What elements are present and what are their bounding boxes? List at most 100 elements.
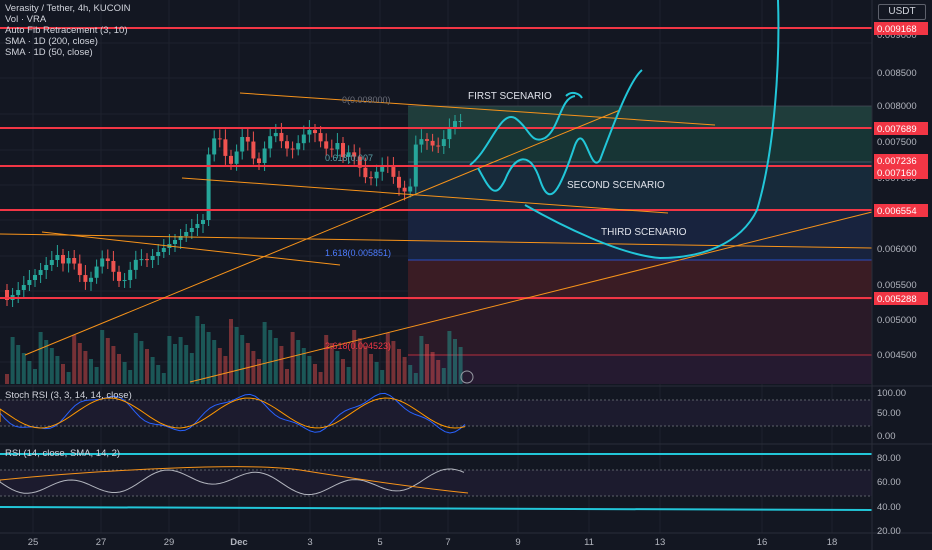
fib-indicator-label[interactable]: Auto Fib Retracement (3, 10) (5, 25, 128, 36)
volume-bar (391, 341, 396, 384)
volume-bar (5, 374, 9, 384)
candle-body (363, 167, 368, 178)
symbol-title[interactable]: Verasity / Tether, 4h, KUCOIN (5, 3, 131, 14)
candle-body (285, 141, 289, 149)
price-badge[interactable] (874, 292, 928, 305)
price-badge-label: 0.007160 (877, 168, 917, 179)
volume-bar (156, 365, 161, 384)
price-badge[interactable] (874, 166, 928, 179)
volume-bar (458, 347, 463, 384)
candle-body (324, 141, 329, 149)
volume-bar (145, 349, 149, 384)
first-scenario-path (469, 95, 576, 166)
candle-body (307, 130, 312, 135)
volume-bar (223, 356, 228, 384)
candle-body (122, 280, 127, 282)
candle-body (173, 240, 177, 244)
candle-body (111, 260, 116, 272)
time-tick: 25 (28, 537, 39, 548)
volume-bar (447, 331, 452, 384)
candle-body (139, 259, 144, 261)
volume-bar (201, 324, 205, 384)
fib-label-2618: 2.618(0.004523) (325, 341, 391, 351)
volume-bar (44, 340, 49, 384)
volume-bar (139, 341, 144, 384)
rsi-tick: 40.00 (877, 502, 901, 513)
time-tick: 9 (515, 537, 520, 548)
sma50-indicator-label[interactable]: SMA · 1D (50, close) (5, 47, 93, 58)
candle-body (133, 259, 138, 270)
third-scenario-label: THIRD SCENARIO (601, 227, 687, 238)
currency-button[interactable]: USDT (878, 4, 926, 20)
time-tick: 27 (96, 537, 107, 548)
volume-bar (425, 344, 429, 384)
volume-bar (217, 348, 222, 384)
candle-body (402, 187, 407, 192)
price-tick: 0.004500 (877, 350, 917, 361)
volume-bar (184, 345, 189, 384)
candle-body (447, 128, 452, 140)
volume-bar (419, 336, 424, 384)
price-badge[interactable] (874, 204, 928, 217)
price-badge[interactable] (874, 154, 928, 167)
rsi-line (0, 468, 465, 496)
volume-bar (111, 346, 116, 384)
candle-body (441, 139, 446, 146)
candle-body (184, 232, 189, 236)
fib-zone (408, 260, 872, 300)
volume-bar (33, 369, 37, 384)
trend-line (189, 211, 873, 383)
price-badge-label: 0.006554 (877, 206, 917, 217)
fib-label-1618: 1.618(0.005851) (325, 248, 391, 258)
volume-bar (245, 343, 250, 384)
candle-body (66, 258, 71, 264)
volume-bar (83, 351, 88, 384)
volume-bar (352, 330, 357, 384)
fib-zone (408, 300, 872, 355)
volume-bar (357, 338, 362, 384)
rsi-tick: 60.00 (877, 477, 901, 488)
volume-bar (128, 370, 133, 384)
volume-bar (408, 365, 413, 384)
volume-bar (430, 352, 435, 384)
lightning-icon[interactable] (460, 370, 474, 384)
price-badge[interactable] (874, 22, 928, 35)
sma200-indicator-label[interactable]: SMA · 1D (200, close) (5, 36, 98, 47)
candle-body (21, 285, 26, 290)
price-tick: 0.008000 (877, 101, 917, 112)
fib-label-0: 0(0.008000) (342, 95, 391, 105)
volume-bar (133, 333, 138, 384)
candle-body (335, 143, 340, 150)
candle-body (430, 140, 435, 146)
second-scenario-path (477, 69, 643, 196)
stoch-rsi-title[interactable]: Stoch RSI (3, 3, 14, 14, close) (5, 390, 132, 401)
volume-bar (279, 346, 284, 384)
candle-body (223, 139, 228, 156)
candle-body (279, 132, 284, 142)
price-badge[interactable] (874, 122, 928, 135)
rsi-drawn-line (0, 506, 873, 511)
volume-bar (122, 362, 127, 384)
stoch-tick: 100.00 (877, 388, 906, 399)
volume-indicator-label[interactable]: Vol · VRA (5, 14, 47, 25)
candle-body (201, 220, 205, 224)
volume-bar (94, 367, 99, 384)
volume-bar (441, 368, 446, 384)
candle-body (16, 290, 21, 295)
rsi-title[interactable]: RSI (14, close, SMA, 14, 2) (5, 448, 121, 459)
volume-bar (318, 372, 323, 384)
volume-bar (10, 337, 15, 384)
volume-bar (55, 356, 60, 384)
time-tick: 5 (377, 537, 382, 548)
rsi-tick: 80.00 (877, 453, 901, 464)
volume-bar (240, 335, 245, 384)
volume-bar (374, 362, 379, 384)
trend-line (41, 231, 341, 266)
candle-body (397, 176, 401, 188)
price-badge-label: 0.007236 (877, 156, 917, 167)
volume-bar (251, 351, 256, 384)
candle-body (290, 148, 295, 150)
volume-bar (206, 332, 211, 384)
first-scenario-label: FIRST SCENARIO (468, 91, 552, 102)
